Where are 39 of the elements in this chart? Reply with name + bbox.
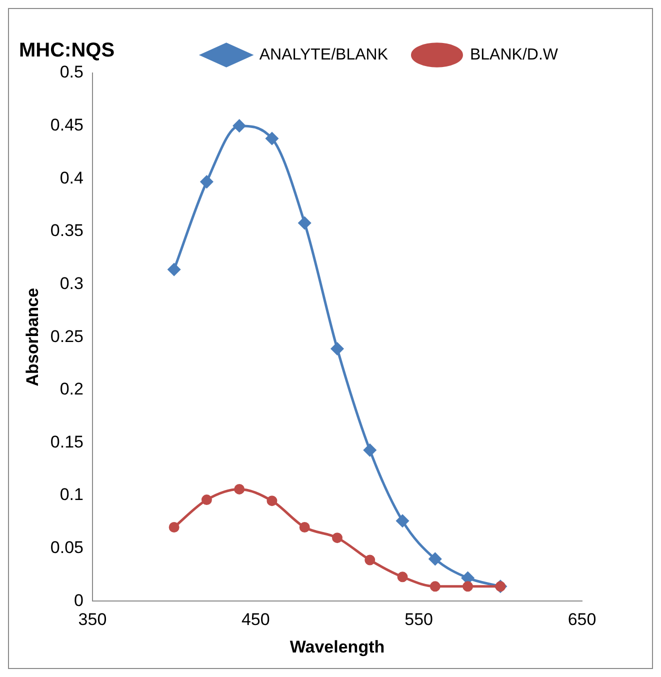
- x-tick-label: 650: [568, 610, 596, 630]
- point: [364, 444, 376, 456]
- point: [298, 216, 311, 230]
- point: [330, 342, 344, 355]
- y-tick-label: 0.3: [60, 274, 84, 293]
- y-tick-label: 0.15: [50, 432, 84, 452]
- chart-title: MHC:NQS: [19, 40, 115, 62]
- y-tick-label: 0.4: [60, 168, 84, 188]
- point: [233, 120, 246, 132]
- y-tick-label: 0.45: [50, 116, 84, 135]
- y-tick-label: 0.1: [60, 485, 84, 504]
- y-tick-label: 0.05: [50, 538, 84, 558]
- point: [428, 552, 442, 566]
- point: [200, 176, 213, 188]
- y-tick-label: 0.35: [50, 221, 84, 240]
- point: [332, 532, 342, 544]
- point: [396, 514, 409, 528]
- x-tick-label: 350: [78, 610, 107, 630]
- point: [234, 484, 245, 494]
- point: [397, 572, 408, 582]
- point: [168, 263, 180, 276]
- x-tick-label: 450: [241, 610, 270, 630]
- y-tick-label: 0.5: [60, 62, 84, 82]
- point: [299, 522, 310, 532]
- y-axis-title: Absorbance: [22, 288, 42, 386]
- legend-label: BLANK/D.W: [470, 46, 559, 64]
- point: [430, 581, 440, 592]
- y-tick-label: 0.25: [50, 326, 84, 346]
- x-tick-label: 550: [404, 610, 434, 630]
- point: [462, 581, 474, 592]
- point: [201, 494, 212, 506]
- y-tick-label: 0: [74, 590, 84, 610]
- point: [266, 496, 278, 506]
- x-axis-title: Wavelength: [290, 637, 385, 656]
- y-tick-label: 0.2: [60, 380, 84, 399]
- point: [266, 132, 278, 145]
- point: [168, 522, 180, 532]
- legend-label: ANALYTE/BLANK: [259, 46, 388, 64]
- point: [364, 554, 376, 566]
